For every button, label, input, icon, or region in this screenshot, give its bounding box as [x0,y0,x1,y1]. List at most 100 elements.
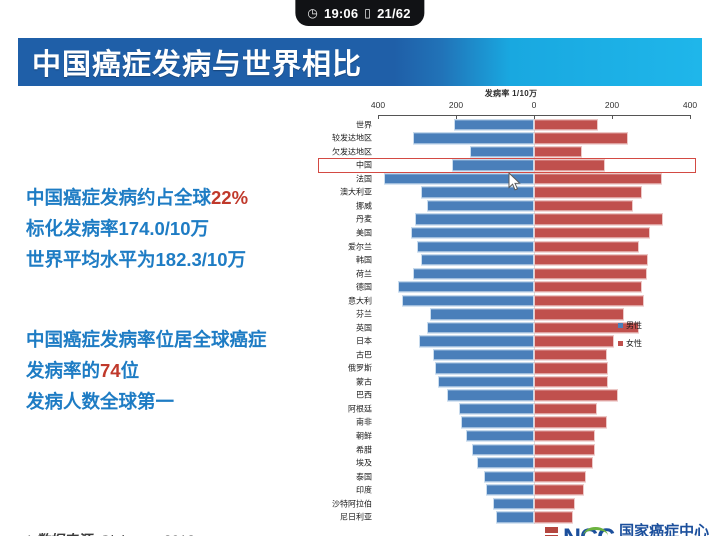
chart-row-label: 巴西 [356,390,372,400]
text-segment: 发病率的 [26,360,101,381]
source-note: * 数据来源: Globocan 2012 [26,530,195,536]
chart-row: 蒙古 [318,375,704,389]
chart-row-label: 英国 [356,323,372,333]
status-time: 19:06 [324,5,359,21]
legend-swatch [618,323,623,328]
source-note-value: Globocan 2012 [100,532,195,536]
x-axis-tick-label: 400 [682,100,698,110]
bar-female [534,470,586,483]
bar-female [534,146,582,158]
bar-female [534,376,608,388]
chart-row: 意大利 [318,294,704,308]
chart-row-label: 法国 [356,174,372,184]
chart-row: 荷兰 [318,267,704,281]
bar-male [496,511,534,523]
text-line: 中国癌症发病率位居全球癌症 [26,324,267,355]
bar-male [472,443,534,456]
cancer-incidence-pyramid-chart: 发病率 1/10万 400 200 0 200 400 世界 较发达地区 欠发达地区 中国 法国… [318,88,704,536]
chart-row-label: 俄罗斯 [348,363,372,373]
text-line: 世界平均水平为182.3/10万 [26,244,248,275]
chart-row-label: 德国 [356,282,372,292]
chart-row-label: 蒙古 [356,377,372,387]
bar-male [413,132,534,144]
text-line: 发病人数全球第一 [26,386,267,417]
bar-female [534,227,650,239]
chart-row: 希腊 [318,443,704,457]
text-line: 标化发病率174.0/10万 [26,213,248,244]
bar-female [534,295,644,307]
bar-female [534,430,595,442]
text-segment: 世界平均水平为182.3/10万 [26,249,247,270]
bar-female [534,498,575,510]
bar-male [492,498,534,510]
logo-name-group: 国家癌症中心 NATIONAL CANCER CENTER [619,524,711,536]
chart-row-label: 日本 [356,336,372,346]
bar-male [470,146,534,158]
bar-female [534,267,647,280]
bar-male [401,295,534,307]
bar-male [419,335,534,347]
chart-row: 沙特阿拉伯 [318,497,704,511]
chart-row-label: 希腊 [356,445,372,455]
bar-male [420,254,534,266]
text-segment: 标化发病率174.0/10万 [26,218,210,239]
chart-row: 朝鲜 [318,429,704,443]
source-note-label: * 数据来源: [26,532,96,536]
chart-row-label: 爱尔兰 [348,242,372,252]
x-axis-tick [690,115,691,119]
chart-row-label: 美国 [356,228,372,238]
chart-row-label: 泰国 [356,472,372,482]
bar-male [429,308,534,320]
chart-row: 较发达地区 [318,132,704,146]
x-axis-tick-label: 200 [604,100,620,110]
bar-female [534,119,599,131]
page-title: 中国癌症发病与世界相比 [32,49,363,81]
status-pill: ◷ 19:06 ▯ 21/62 [295,0,425,26]
bar-male [454,119,534,131]
chart-row-label: 芬兰 [356,309,372,319]
chart-row-label: 埃及 [356,458,372,468]
bar-female [534,308,625,320]
bar-male [414,213,534,226]
chart-row-label: 阿根廷 [348,404,372,414]
chart-row: 印度 [318,483,704,497]
bar-female [534,484,584,496]
bar-female [534,457,593,469]
chart-row-label: 沙特阿拉伯 [332,499,372,509]
bar-female [534,159,605,172]
chart-axis-title: 发病率 1/10万 [484,89,538,98]
text-segment: 中国癌症发病约占全球 [26,187,212,208]
text-segment: 中国癌症发病率位居全球癌症 [26,329,267,350]
bar-male [486,484,534,496]
highlight-value: 22% [211,187,249,208]
logo-bars-icon [545,527,558,536]
bar-male [383,173,534,185]
chart-row: 丹麦 [318,213,704,227]
chart-row: 世界 [318,118,704,132]
text-block-ranking: 中国癌症发病率位居全球癌症 发病率的74位 发病人数全球第一 [26,324,267,417]
bar-male [434,362,534,375]
chart-row: 芬兰 [318,307,704,321]
logo-mark: NCC [563,525,615,536]
page-icon: ▯ [364,6,372,20]
bar-female [534,213,663,226]
bar-female [534,349,608,361]
legend-item: 男性 [618,320,642,331]
chart-plot-area: 世界 较发达地区 欠发达地区 中国 法国 澳大利亚 挪威 丹麦 美国 爱尔兰 韩国 荷兰 德国 意大利 芬兰… [318,118,704,524]
text-segment: 位 [120,360,140,381]
bar-male [421,186,534,199]
x-axis-tick [378,115,379,119]
chart-row-label: 古巴 [356,350,372,360]
x-axis-tick-labels: 400 200 0 200 400 [318,100,704,111]
x-axis-tick [612,115,613,119]
bar-male [437,376,534,388]
chart-row: 日本 [318,335,704,349]
bar-female [534,389,618,402]
presentation-slide: 中国癌症发病与世界相比 中国癌症发病约占全球22% 标化发病率174.0/10万… [0,30,720,536]
bar-male [447,389,534,402]
chart-row: 南非 [318,416,704,430]
bar-male [432,349,534,361]
bar-male [461,416,534,429]
chart-row: 巴西 [318,389,704,403]
chart-row: 俄罗斯 [318,362,704,376]
